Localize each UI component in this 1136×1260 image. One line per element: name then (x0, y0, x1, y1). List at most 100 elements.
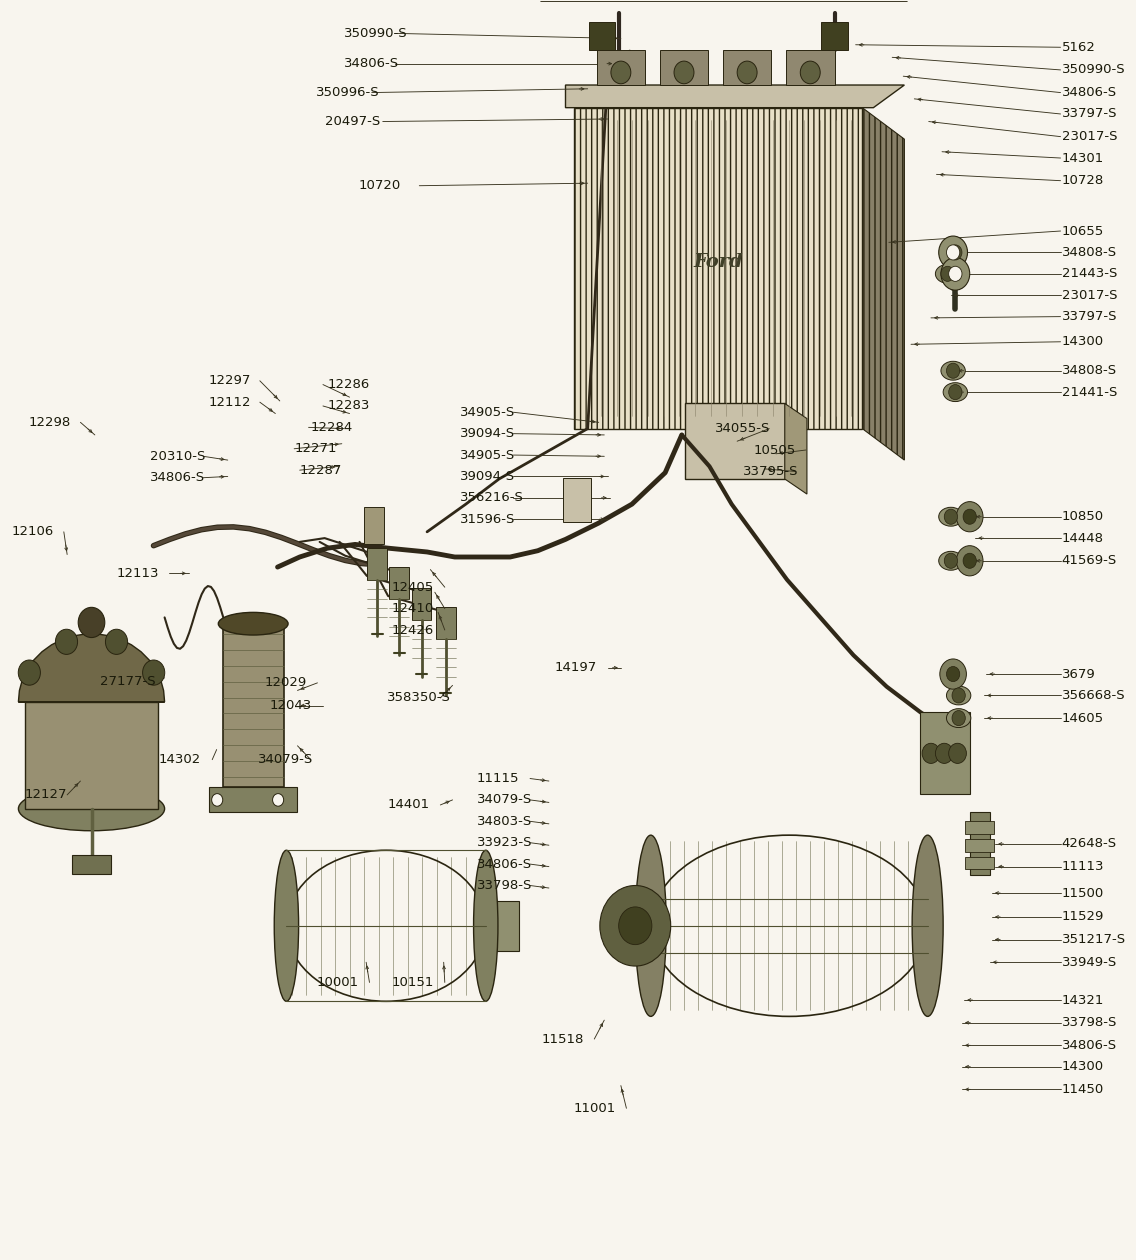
Text: 12410: 12410 (392, 602, 434, 615)
Circle shape (946, 363, 960, 378)
Ellipse shape (218, 612, 289, 635)
Bar (966, 857, 994, 869)
Ellipse shape (474, 850, 498, 1002)
Circle shape (674, 60, 694, 83)
Text: 350996-S: 350996-S (316, 86, 379, 100)
Text: 12271: 12271 (294, 442, 336, 455)
Text: 20310-S: 20310-S (150, 450, 206, 462)
Circle shape (949, 244, 962, 260)
Circle shape (963, 553, 976, 568)
Text: Ford: Ford (693, 253, 743, 271)
Text: 350990-S: 350990-S (1062, 63, 1126, 77)
Text: 34806-S: 34806-S (150, 471, 206, 484)
Circle shape (941, 266, 954, 281)
Text: 14300: 14300 (1062, 335, 1104, 348)
Circle shape (143, 660, 165, 685)
Text: 33923-S: 33923-S (477, 837, 533, 849)
Text: 358350-S: 358350-S (387, 692, 451, 704)
Text: 12043: 12043 (270, 699, 312, 712)
Circle shape (56, 629, 77, 654)
Circle shape (737, 60, 757, 83)
Bar (588, 23, 616, 50)
Text: 27177-S: 27177-S (100, 675, 156, 688)
Ellipse shape (938, 552, 963, 571)
Text: 34055-S: 34055-S (715, 422, 770, 435)
Circle shape (949, 384, 962, 399)
Circle shape (957, 501, 983, 532)
Bar (25, 702, 158, 809)
Text: 12106: 12106 (11, 525, 55, 538)
Bar (563, 478, 591, 522)
Bar (209, 788, 296, 813)
Circle shape (600, 886, 670, 966)
Bar (411, 588, 432, 620)
Circle shape (922, 743, 939, 764)
Ellipse shape (935, 265, 960, 284)
Circle shape (941, 257, 970, 290)
Text: 34806-S: 34806-S (477, 858, 532, 871)
Polygon shape (18, 634, 165, 702)
Circle shape (946, 667, 960, 682)
Ellipse shape (943, 243, 968, 262)
Circle shape (939, 659, 967, 689)
Text: 356668-S: 356668-S (1062, 689, 1126, 702)
Text: 33797-S: 33797-S (1062, 107, 1117, 121)
Bar (72, 856, 111, 874)
Bar (596, 50, 645, 84)
Text: 34806-S: 34806-S (1062, 86, 1117, 100)
Circle shape (944, 509, 958, 524)
Text: 11001: 11001 (574, 1101, 616, 1115)
Bar (821, 23, 847, 50)
Text: 12283: 12283 (327, 399, 370, 412)
Bar (436, 607, 456, 639)
Bar (364, 507, 384, 544)
Text: 34803-S: 34803-S (477, 815, 532, 828)
Circle shape (949, 266, 962, 281)
Ellipse shape (274, 850, 299, 1002)
Text: 34808-S: 34808-S (1062, 364, 1117, 377)
Bar (223, 624, 284, 788)
Circle shape (952, 688, 966, 703)
Bar (722, 50, 771, 84)
Text: 14302: 14302 (159, 753, 201, 766)
Text: 356216-S: 356216-S (460, 491, 524, 504)
Text: 34808-S: 34808-S (1062, 246, 1117, 258)
Text: 34079-S: 34079-S (477, 794, 532, 806)
Text: 14605: 14605 (1062, 712, 1104, 724)
Text: 39094-S: 39094-S (460, 427, 516, 440)
Circle shape (18, 660, 41, 685)
Circle shape (946, 244, 960, 260)
Bar (367, 548, 387, 580)
Bar (966, 822, 994, 834)
Ellipse shape (941, 362, 966, 381)
Ellipse shape (946, 708, 971, 727)
Text: 14448: 14448 (1062, 532, 1104, 544)
Text: 12127: 12127 (25, 789, 67, 801)
Text: 10505: 10505 (754, 444, 796, 456)
Text: 350990-S: 350990-S (344, 26, 408, 40)
Circle shape (611, 60, 630, 83)
Text: 34905-S: 34905-S (460, 449, 516, 461)
Text: 21443-S: 21443-S (1062, 267, 1117, 280)
Ellipse shape (18, 786, 165, 830)
Bar (970, 813, 989, 876)
Ellipse shape (912, 835, 943, 1017)
Ellipse shape (938, 508, 963, 527)
Polygon shape (785, 403, 807, 494)
Circle shape (800, 60, 820, 83)
Circle shape (211, 794, 223, 806)
Circle shape (957, 546, 983, 576)
Text: 14197: 14197 (554, 662, 596, 674)
Text: 12287: 12287 (300, 464, 342, 476)
Text: 42648-S: 42648-S (1062, 838, 1117, 851)
Text: 12298: 12298 (28, 416, 70, 428)
Circle shape (273, 794, 284, 806)
Text: 33949-S: 33949-S (1062, 956, 1117, 969)
Text: 33798-S: 33798-S (477, 879, 533, 892)
Text: 12297: 12297 (209, 374, 251, 387)
Circle shape (938, 236, 968, 268)
Text: 10001: 10001 (316, 976, 359, 989)
Text: 11518: 11518 (541, 1032, 584, 1046)
Circle shape (952, 711, 966, 726)
Bar (390, 567, 409, 598)
